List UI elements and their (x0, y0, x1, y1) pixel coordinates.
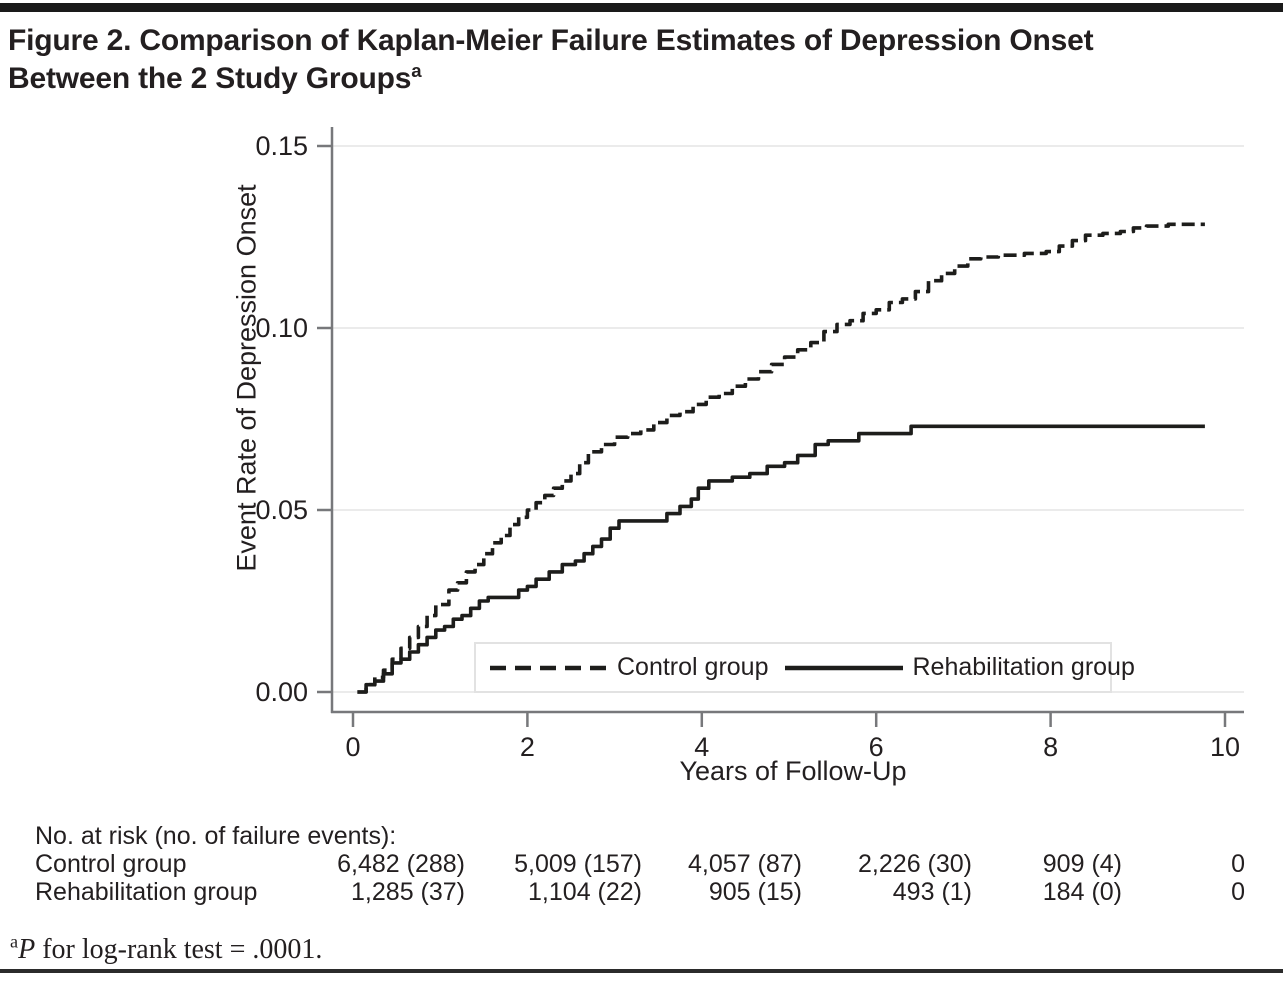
x-tick-label: 4 (694, 732, 709, 762)
footnote-p-italic: P (18, 934, 36, 965)
y-tick-label: 0.15 (255, 131, 308, 161)
footnote-text: for log-rank test = .0001. (35, 934, 323, 965)
y-axis-title: Event Rate of Depression Onset (231, 184, 262, 572)
legend-dashed-line-sample (490, 665, 608, 670)
risk-table-row: Rehabilitation group 1,285 (37) 1,104 (22)… (35, 878, 1245, 906)
x-tick-label: 0 (345, 732, 360, 762)
km-curve-solid (357, 424, 1205, 694)
y-tick-label: 0.10 (255, 313, 308, 343)
x-tick-label: 8 (1043, 732, 1058, 762)
figure-title: Figure 2. Comparison of Kaplan-Meier Fai… (8, 22, 1268, 99)
footnote: aP for log-rank test = .0001. (10, 931, 323, 966)
figure-title-line2: Between the 2 Study Groups (8, 62, 412, 96)
risk-count-value: 905 (15) (708, 878, 802, 906)
x-tick-label: 10 (1210, 732, 1240, 762)
risk-row-label: Control group (35, 850, 187, 878)
risk-row-label: Rehabilitation group (35, 878, 258, 906)
risk-table: No. at risk (no. of failure events): Con… (35, 822, 1245, 906)
risk-count-value: 1,285 (37) (351, 878, 465, 906)
y-tick-label: 0.05 (255, 495, 308, 525)
y-tick-label: 0.00 (255, 677, 308, 707)
figure-title-line1: Figure 2. Comparison of Kaplan-Meier Fai… (8, 24, 1094, 57)
footnote-superscript: a (10, 931, 19, 952)
legend-solid-line-sample (785, 665, 904, 670)
risk-count-value: 184 (0) (1042, 878, 1122, 906)
risk-table-rows: Control group 6,482 (288) 5,009 (157) 4,057… (35, 850, 1245, 906)
figure-title-superscript: a (411, 60, 422, 82)
x-axis-title: Years of Follow-Up (679, 756, 907, 786)
risk-count-value: 2,226 (30) (858, 850, 972, 878)
legend: Control group Rehabilitation group (474, 642, 1135, 693)
legend-label-rehabilitation: Rehabilitation group (912, 653, 1135, 681)
bottom-rule (0, 969, 1283, 973)
risk-count-value: 4,057 (87) (688, 850, 802, 878)
risk-count-value: 493 (1) (892, 878, 972, 906)
legend-label-control: Control group (617, 653, 769, 681)
risk-count-value: 0 (1231, 850, 1245, 878)
risk-count-value: 1,104 (22) (528, 878, 642, 906)
risk-count-value: 6,482 (288) (337, 850, 465, 878)
km-curve-dashed (357, 222, 1205, 694)
risk-count-value: 5,009 (157) (514, 850, 642, 878)
x-tick-label: 2 (520, 732, 535, 762)
risk-count-value: 909 (4) (1042, 850, 1122, 878)
x-tick-label: 6 (869, 732, 884, 762)
risk-count-value: 0 (1231, 878, 1245, 906)
risk-table-row: Control group 6,482 (288) 5,009 (157) 4,057… (35, 850, 1245, 878)
top-rule (0, 3, 1283, 12)
risk-table-header: No. at risk (no. of failure events): (35, 822, 397, 850)
